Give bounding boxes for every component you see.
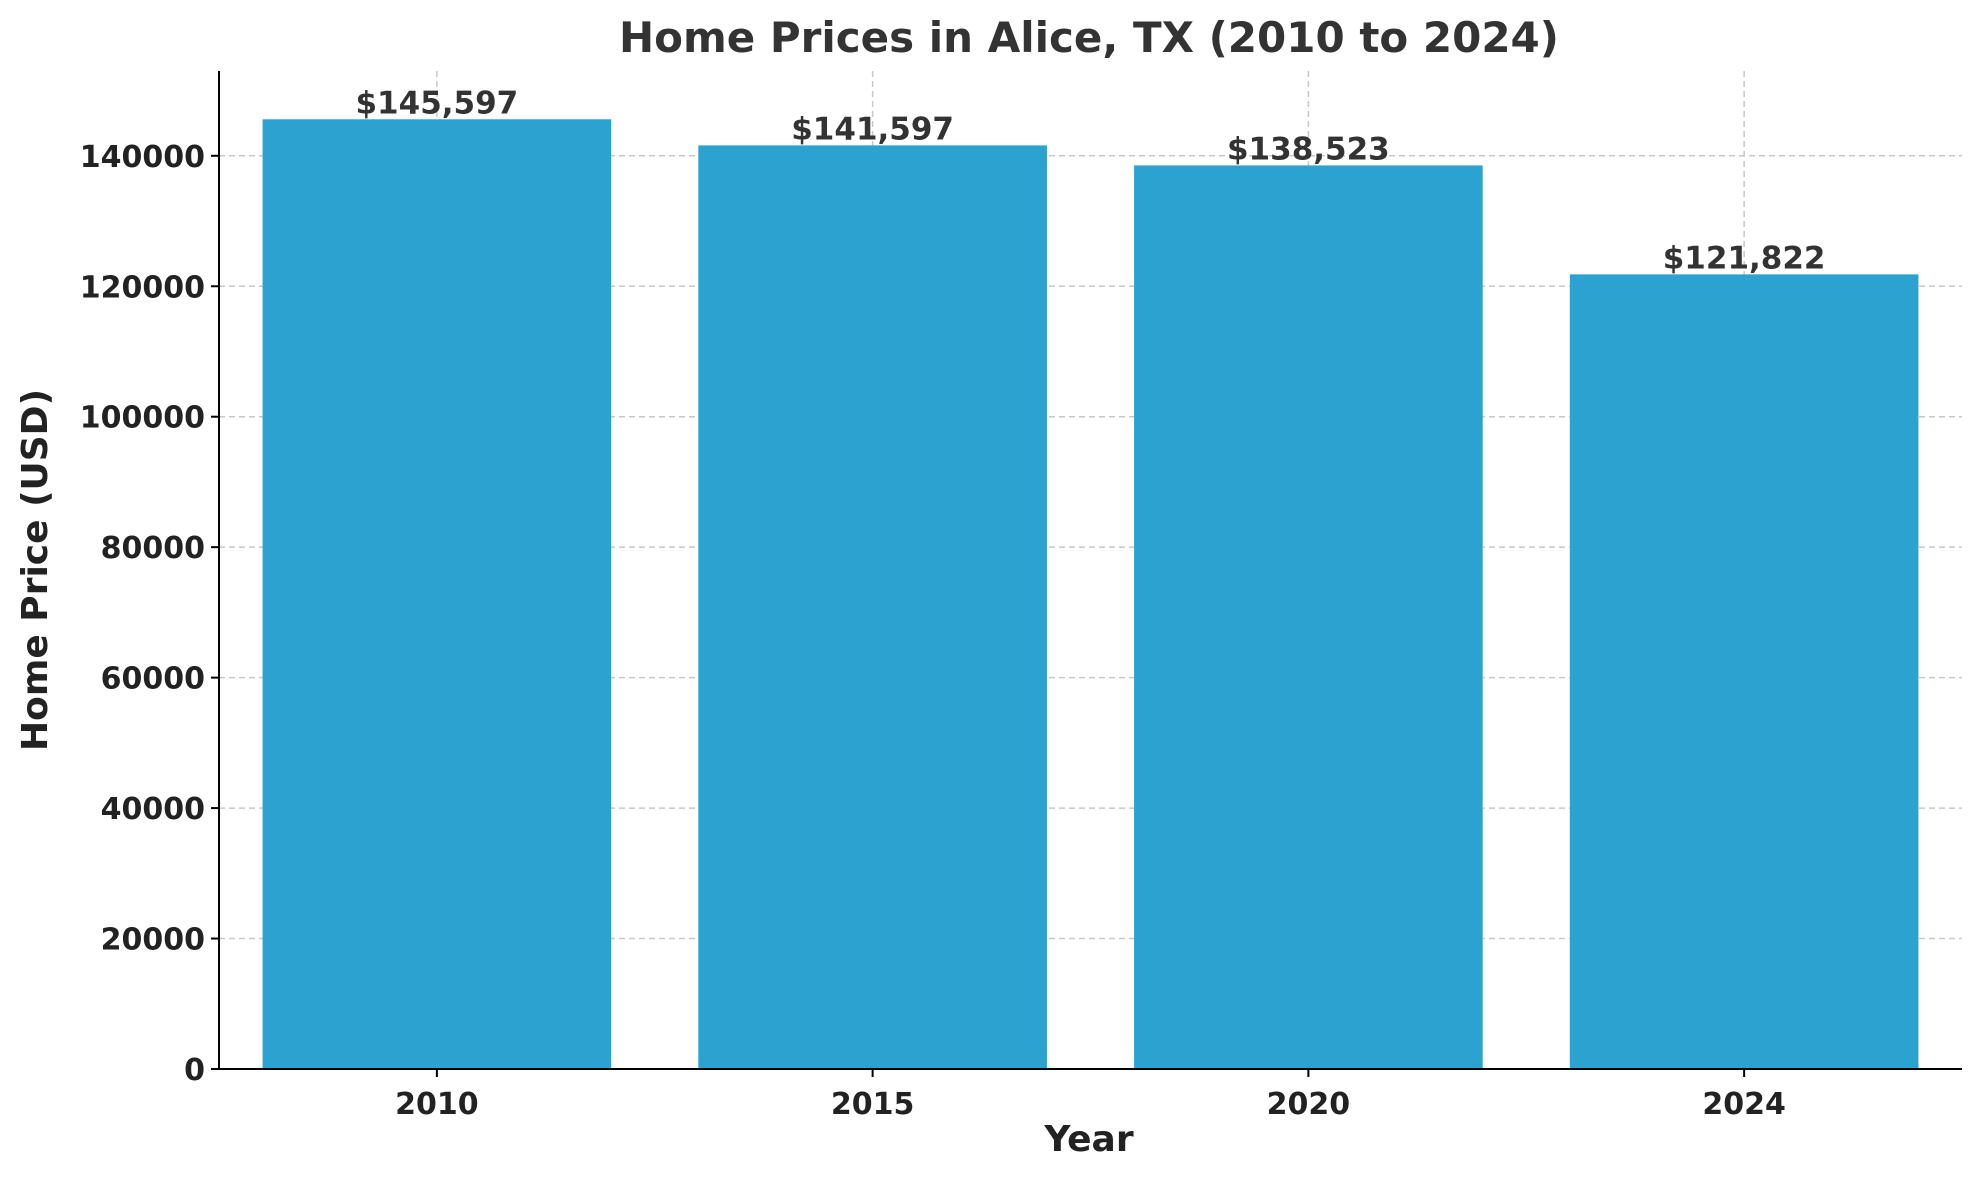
x-tick-label: 2020 xyxy=(1267,1087,1351,1122)
y-tick-label: 120000 xyxy=(80,270,205,305)
x-tick-label: 2010 xyxy=(395,1087,479,1122)
bars xyxy=(262,119,1919,1070)
axes xyxy=(218,71,1962,1070)
y-axis-label: Home Price (USD) xyxy=(15,389,56,751)
y-tick-label: 0 xyxy=(184,1053,205,1088)
x-axis-label: Year xyxy=(1043,1119,1133,1160)
y-tick-label: 140000 xyxy=(80,140,205,175)
y-tick-label: 20000 xyxy=(101,923,205,958)
x-tick-label: 2024 xyxy=(1702,1087,1786,1122)
y-tick-label: 80000 xyxy=(101,531,205,566)
bar-value-label: $121,822 xyxy=(1663,240,1826,276)
y-tick-label: 100000 xyxy=(80,401,205,436)
bar xyxy=(1134,165,1483,1070)
bar-value-label: $145,597 xyxy=(355,85,518,121)
x-ticks: 2010 2015 2020 2024 xyxy=(395,1069,1786,1122)
x-tick-label: 2015 xyxy=(831,1087,915,1122)
y-tick-label: 40000 xyxy=(101,792,205,827)
bar-value-label: $141,597 xyxy=(791,111,954,147)
chart-title: Home Prices in Alice, TX (2010 to 2024) xyxy=(619,13,1559,62)
y-ticks: 0 20000 40000 60000 80000 100000 120000 140000 xyxy=(80,140,219,1088)
y-tick-label: 60000 xyxy=(101,662,205,697)
bar xyxy=(1569,274,1919,1069)
bar-value-label: $138,523 xyxy=(1227,131,1390,167)
data-labels: $145,597 $141,597 $138,523 $121,822 xyxy=(355,85,1825,276)
bar xyxy=(698,145,1047,1069)
bar xyxy=(262,119,612,1070)
